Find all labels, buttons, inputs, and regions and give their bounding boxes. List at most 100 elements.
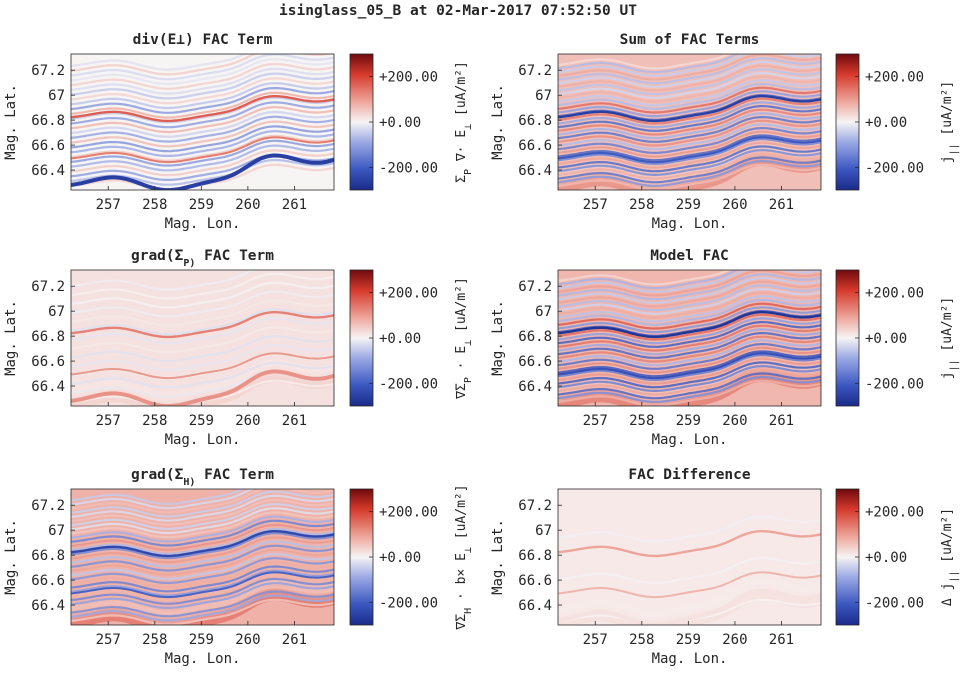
field-line [71,507,334,535]
field-line [558,163,821,190]
field-line [71,54,247,71]
x-tick-label: 257 [96,197,121,213]
heatmap-field [71,54,334,190]
colorbar-tick-label: +0.00 [865,115,907,131]
field-line [558,375,821,403]
field-line [558,273,821,301]
panel-title: Sum of FAC Terms [620,32,760,48]
field-line [558,339,821,367]
field-line [558,141,821,169]
y-tick-label: 67.2 [31,63,65,79]
axes-frame [557,488,822,626]
colorbar-tick-label: +200.00 [379,505,438,521]
field-line [558,321,821,348]
y-tick-label: 67 [48,304,65,320]
field-line [558,288,821,315]
field-line [558,72,821,99]
field-line [558,343,821,370]
field-line [71,498,334,526]
field-line [71,557,334,585]
colorbar-label: j|| [uA/m²] [940,297,960,380]
field-line [71,515,334,543]
field-line [558,61,821,88]
y-tick-label: 66.6 [518,138,552,154]
field-line [558,138,821,166]
field-line [558,328,821,356]
field-line [71,511,334,539]
x-tick-label: 261 [282,413,307,429]
field-bottom-band [558,588,821,625]
field-line [71,110,334,138]
field-line [558,357,821,385]
field-line [558,284,821,312]
colorbar-tick-label: +200.00 [379,286,438,302]
field-line [558,515,821,543]
heatmap-field [558,515,821,625]
y-tick-label: 67 [48,523,65,539]
field-line [558,54,821,81]
panel-title: Model FAC [650,248,729,264]
y-tick-label: 66.8 [31,548,65,564]
field-line [558,156,821,184]
field-line [558,270,821,293]
x-tick-label: 261 [769,197,794,213]
field-bottom-band [71,369,334,406]
heatmap-field [71,270,334,406]
field-line [71,54,334,81]
field-line [558,270,821,297]
field-line [558,379,821,406]
field-line [71,494,334,522]
panel-1: div(E⊥) FAC Term 67.2 67 66.8 66.6 66.4 257 258… [3,32,474,232]
field-arc [71,571,334,599]
y-axis-label: Mag. Lat. [3,519,19,595]
colorbar-tick-label: +0.00 [379,331,421,347]
colorbar-label: Δ j|| [uA/m²] [940,508,960,606]
field-line [558,270,732,286]
x-tick-label: 257 [96,632,121,648]
y-tick-label: 67.2 [31,498,65,514]
panel-title: grad(ΣP) FAC Term [131,248,274,269]
x-tick-label: 260 [722,632,747,648]
y-tick-label: 66.8 [518,113,552,129]
field-line [71,149,334,177]
field-line [71,561,334,589]
colorbar-tick-label: -200.00 [865,160,924,176]
field-line [558,368,821,396]
field-line [71,144,334,172]
y-tick-label: 67 [535,304,552,320]
field-line [71,120,334,148]
axes-frame [557,53,822,191]
colorbar-tick-label: -200.00 [379,160,438,176]
y-tick-label: 67.2 [31,279,65,295]
field-line [71,490,334,518]
y-axis-label: Mag. Lat. [490,300,506,376]
field-line [71,281,334,309]
y-tick-label: 66.8 [518,548,552,564]
colorbar-tick-label: +0.00 [865,331,907,347]
x-tick-label: 259 [676,413,701,429]
colorbar-tick-label: -200.00 [379,376,438,392]
field-line [558,127,821,154]
panel-2: Sum of FAC Terms 67.2 67 66.8 66.6 66.4 257 258… [490,32,960,232]
field-line [558,112,821,140]
field-line [558,291,821,319]
field-line [71,125,334,153]
field-line [71,106,334,134]
y-axis-label: Mag. Lat. [3,84,19,160]
x-tick-label: 261 [769,632,794,648]
field-line [558,54,740,74]
field-line [71,540,334,568]
field-line [558,116,821,143]
field-line [558,97,821,125]
y-tick-label: 66.8 [31,113,65,129]
y-tick-label: 66.4 [518,598,552,614]
field-line [71,272,334,300]
x-tick-label: 259 [189,413,214,429]
field-line [71,594,334,622]
colorbar-tick-label: +200.00 [865,286,924,302]
field-line [71,317,334,345]
field-line [71,553,334,580]
x-tick-label: 258 [142,413,167,429]
field-arc [71,136,334,164]
field-line [558,372,821,400]
